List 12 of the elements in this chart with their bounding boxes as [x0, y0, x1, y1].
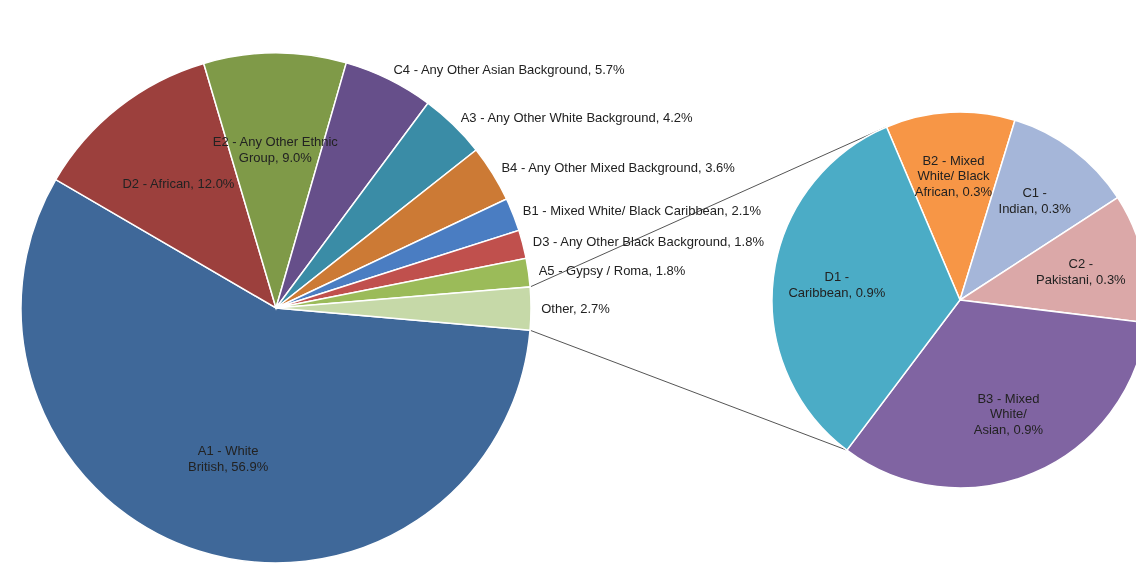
slice-label: C1 - Indian, 0.3%	[998, 185, 1071, 216]
slice-label: A3 - Any Other White Background, 4.2%	[460, 109, 693, 126]
slice-label: B2 - Mixed White/ Black African, 0.3%	[913, 152, 994, 200]
slice-label: B3 - Mixed White/ Asian, 0.9%	[972, 390, 1045, 438]
slice-label: D1 - Caribbean, 0.9%	[787, 269, 887, 301]
slice-label: D2 - African, 12.0%	[122, 175, 235, 192]
slice-label: Other, 2.7%	[541, 300, 610, 317]
slice-label: B4 - Any Other Mixed Background, 3.6%	[501, 160, 735, 177]
slice-label: A5 - Gypsy / Roma, 1.8%	[538, 263, 686, 279]
slice-label: C2 - Pakistani, 0.3%	[1035, 256, 1127, 288]
slice-label: A1 - White British, 56.9%	[187, 443, 270, 475]
slice-label: C4 - Any Other Asian Background, 5.7%	[393, 62, 625, 78]
